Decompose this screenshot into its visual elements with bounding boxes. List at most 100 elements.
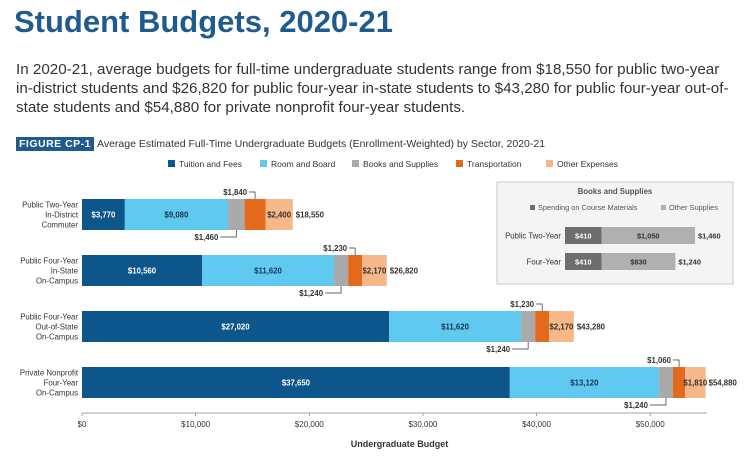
- x-tick-label: $30,000: [408, 420, 437, 429]
- x-axis-label: Undergraduate Budget: [351, 439, 449, 449]
- x-tick-label: $10,000: [181, 420, 210, 429]
- data-label: $1,240: [299, 289, 324, 298]
- inset-legend-label: Other Supplies: [669, 203, 718, 212]
- data-label: $1,060: [647, 356, 672, 365]
- bar-segment: [348, 255, 363, 286]
- bar-segment: [228, 199, 245, 230]
- category-label: In-District: [45, 211, 79, 220]
- legend-label: Books and Supplies: [363, 159, 438, 169]
- category-label: On-Campus: [36, 389, 78, 398]
- inset-legend-swatch: [661, 205, 666, 210]
- data-label: $13,120: [570, 379, 599, 388]
- category-label: On-Campus: [36, 277, 78, 286]
- leader-line: [649, 398, 667, 406]
- data-label: $1,810: [683, 379, 708, 388]
- legend-swatch: [260, 160, 267, 167]
- data-label: $11,620: [441, 323, 469, 332]
- inset-category-label: Public Two-Year: [505, 232, 561, 241]
- bar-segment: [549, 311, 574, 342]
- category-label: Private Nonprofit: [20, 369, 79, 378]
- leader-line: [673, 359, 680, 367]
- legend-swatch: [546, 160, 553, 167]
- inset-title: Books and Supplies: [578, 187, 653, 196]
- leader-line: [512, 342, 529, 350]
- legend-swatch: [168, 160, 175, 167]
- legend-label: Room and Board: [271, 159, 336, 169]
- data-label: $2,170: [363, 267, 388, 276]
- bar-segment: [685, 367, 706, 398]
- category-label: Out-of-State: [36, 323, 78, 332]
- category-label: In-State: [51, 267, 78, 276]
- x-tick-label: $40,000: [522, 420, 551, 429]
- bar-segment: [535, 311, 550, 342]
- inset-category-label: Four-Year: [527, 258, 562, 267]
- bar-segment: [509, 367, 659, 398]
- leader-line: [220, 230, 237, 238]
- bar-segment: [673, 367, 686, 398]
- category-label: On-Campus: [36, 333, 78, 342]
- bar-segment: [265, 199, 293, 230]
- data-label: $37,650: [282, 379, 311, 388]
- data-label: $1,230: [323, 244, 348, 253]
- inset-total-label: $1,460: [698, 232, 721, 241]
- data-label: $2,400: [267, 211, 292, 220]
- bar-segment: [521, 311, 536, 342]
- total-label: $18,550: [296, 211, 325, 220]
- leader-line: [536, 303, 543, 311]
- inset-data-label: $410: [575, 232, 591, 241]
- data-label: $3,770: [91, 211, 116, 220]
- bar-segment: [362, 255, 387, 286]
- inset-data-label: $830: [630, 258, 646, 267]
- data-label: $1,460: [194, 233, 219, 242]
- figure-header: FIGURE CP-1 Average Estimated Full-Time …: [16, 136, 545, 152]
- total-label: $54,880: [709, 379, 738, 388]
- data-label: $11,620: [254, 267, 282, 276]
- intro-paragraph: In 2020-21, average budgets for full-tim…: [16, 61, 729, 116]
- data-label: $2,170: [550, 323, 575, 332]
- inset-bar-segment: [601, 227, 695, 244]
- data-label: $1,230: [510, 300, 535, 309]
- x-tick-label: $0: [78, 420, 87, 429]
- bar-segment: [389, 311, 522, 342]
- inset-data-label: $1,050: [637, 232, 660, 241]
- data-label: $1,240: [624, 401, 649, 410]
- inset-data-label: $410: [575, 258, 591, 267]
- inset-bar-segment: [601, 253, 676, 270]
- inset-legend-label: Spending on Course Materials: [538, 203, 638, 212]
- total-label: $26,820: [390, 267, 419, 276]
- legend-swatch: [352, 160, 359, 167]
- bar-segment: [82, 255, 202, 286]
- bar-segment: [334, 255, 349, 286]
- data-label: $1,240: [486, 345, 511, 354]
- bar-segment: [244, 199, 266, 230]
- category-label: Public Two-Year: [22, 201, 78, 210]
- data-label: $1,840: [223, 188, 248, 197]
- page-title: Student Budgets, 2020-21: [14, 4, 393, 39]
- bar-segment: [82, 199, 125, 230]
- inset-legend-swatch: [530, 205, 535, 210]
- bar-segment: [124, 199, 229, 230]
- figure-label: FIGURE CP-1: [16, 137, 95, 151]
- leader-line: [325, 286, 342, 294]
- category-label: Public Four-Year: [20, 257, 78, 266]
- bar-segment: [82, 367, 510, 398]
- data-label: $9,080: [165, 211, 190, 220]
- inset-bar-segment: [565, 253, 602, 270]
- data-label: $27,020: [221, 323, 250, 332]
- bar-segment: [202, 255, 335, 286]
- category-label: Commuter: [42, 221, 79, 230]
- total-label: $43,280: [577, 323, 606, 332]
- legend-label: Other Expenses: [557, 159, 618, 169]
- category-label: Public Four-Year: [20, 313, 78, 322]
- legend-swatch: [456, 160, 463, 167]
- leader-line: [349, 247, 356, 255]
- legend-label: Transportation: [467, 159, 522, 169]
- data-label: $10,560: [128, 267, 157, 276]
- figure-title: Average Estimated Full-Time Undergraduat…: [97, 138, 546, 150]
- legend-label: Tuition and Fees: [179, 159, 242, 169]
- leader-line: [249, 191, 256, 199]
- bar-segment: [82, 311, 390, 342]
- inset-total-label: $1,240: [678, 258, 701, 267]
- x-tick-label: $20,000: [295, 420, 324, 429]
